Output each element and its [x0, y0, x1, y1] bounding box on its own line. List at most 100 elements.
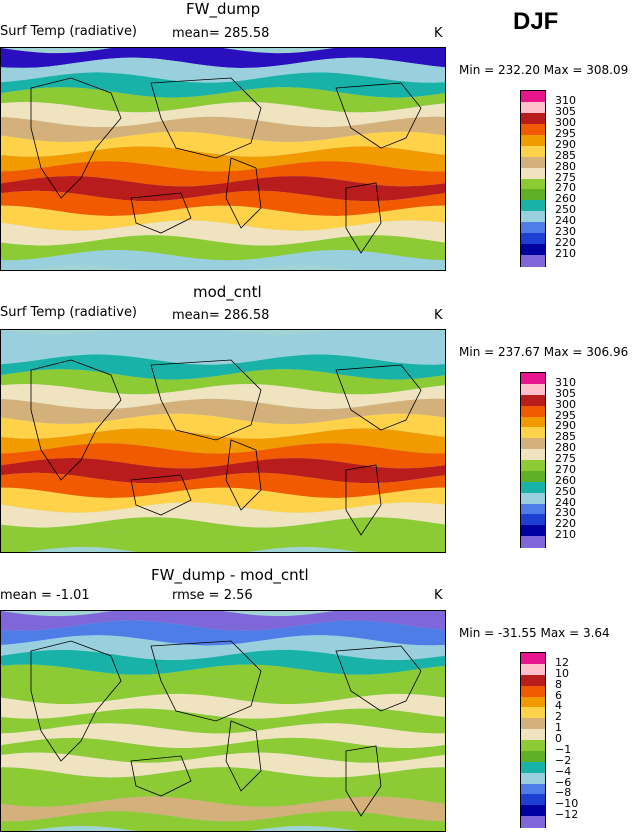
panel-1-variable-label: Surf Temp (radiative) [0, 24, 138, 39]
colorbar-segment [521, 653, 545, 665]
panel-3-colorbar [520, 652, 546, 828]
colorbar-segment [521, 134, 545, 147]
colorbar-tick-label: −12 [555, 808, 579, 822]
colorbar-tick-label: −1 [555, 742, 572, 756]
contour-band [1, 620, 445, 646]
colorbar-segment [521, 427, 545, 439]
colorbar-segment [521, 816, 545, 828]
colorbar-segment [521, 514, 545, 526]
colorbar-tick-label: 290 [555, 137, 576, 151]
colorbar-segment [521, 460, 545, 472]
colorbar-segment [521, 449, 545, 461]
panel-3-title: FW_dump - mod_cntl [151, 566, 309, 584]
colorbar-segment [521, 416, 545, 428]
contour-band [1, 116, 445, 142]
contour-band [1, 176, 445, 202]
contour-band [1, 664, 445, 690]
colorbar-segment [521, 394, 545, 407]
panel-3-contour-field [1, 611, 445, 831]
colorbar-tick-label: 270 [555, 181, 576, 195]
contour-band [1, 752, 445, 778]
colorbar-segment [521, 200, 545, 212]
panel-2-variable-label: Surf Temp (radiative) [0, 305, 138, 320]
colorbar-tick-label: 250 [555, 484, 576, 498]
colorbar-segment [521, 383, 545, 396]
colorbar-tick-label: 290 [555, 419, 576, 433]
panel-2-contour-field [1, 330, 445, 552]
colorbar-segment [521, 178, 545, 190]
colorbar-tick-label: 260 [555, 192, 576, 206]
colorbar-tick-label: 280 [555, 159, 576, 173]
colorbar-tick-label: 210 [555, 528, 576, 542]
panel-2-title: mod_cntl [193, 283, 262, 301]
colorbar-segment [521, 707, 545, 719]
contour-band [1, 502, 445, 528]
panel-1-map [0, 47, 446, 271]
contour-band [1, 146, 445, 172]
colorbar-segment [521, 123, 545, 136]
contour-band [1, 458, 445, 484]
contour-band [1, 220, 445, 246]
coastline [30, 640, 122, 762]
colorbar-tick-label: 295 [555, 408, 576, 422]
colorbar-tick-label: 2 [555, 710, 562, 724]
colorbar-segment [521, 772, 545, 784]
coastline [30, 77, 122, 199]
colorbar-segment [521, 674, 545, 687]
colorbar-segment [521, 222, 545, 234]
coastline [345, 464, 382, 536]
panel-2-units: K [434, 308, 443, 323]
contour-band [1, 428, 445, 454]
colorbar-tick-label: 210 [555, 247, 576, 261]
colorbar-segment [521, 91, 545, 103]
season-label: DJF [513, 8, 559, 35]
colorbar-tick-label: 220 [555, 236, 576, 250]
contour-band [1, 205, 445, 231]
colorbar-tick-label: −2 [555, 753, 572, 767]
colorbar-segment [521, 503, 545, 515]
contour-band [1, 57, 445, 83]
colorbar-segment [521, 481, 545, 494]
contour-band [1, 384, 445, 410]
colorbar-tick-label: 230 [555, 506, 576, 520]
contour-band [1, 517, 445, 543]
contour-band [1, 781, 445, 807]
colorbar-segment [521, 761, 545, 774]
contour-band [1, 250, 445, 270]
colorbar-tick-label: 220 [555, 517, 576, 531]
contour-band [1, 413, 445, 439]
contour-band [1, 737, 445, 763]
contour-band [1, 131, 445, 157]
colorbar-tick-label: 240 [555, 495, 576, 509]
colorbar-segment [521, 750, 545, 763]
contour-band [1, 487, 445, 513]
colorbar-tick-label: 6 [555, 688, 562, 702]
colorbar-segment [521, 112, 545, 125]
colorbar-tick-label: 310 [555, 93, 576, 107]
colorbar-segment [521, 189, 545, 201]
coastline [345, 182, 382, 254]
colorbar-segment [521, 729, 545, 741]
colorbar-tick-label: 305 [555, 386, 576, 400]
colorbar-tick-label: −8 [555, 786, 572, 800]
colorbar-segment [521, 470, 545, 483]
colorbar-tick-label: −4 [555, 764, 572, 778]
coastline [345, 745, 382, 817]
colorbar-tick-label: 230 [555, 225, 576, 239]
contour-band [1, 811, 445, 831]
panel-3-mean-label: mean = -1.01 [0, 588, 90, 603]
colorbar-tick-label: 250 [555, 203, 576, 217]
colorbar-tick-label: 275 [555, 170, 576, 184]
colorbar-tick-label: 270 [555, 462, 576, 476]
coastline [225, 720, 262, 792]
colorbar-segment [521, 783, 545, 795]
colorbar-segment [521, 233, 545, 245]
colorbar-segment [521, 740, 545, 752]
colorbar-tick-label: 12 [555, 655, 569, 669]
coastline [130, 755, 192, 797]
colorbar-segment [521, 373, 545, 385]
colorbar-tick-label: 240 [555, 214, 576, 228]
colorbar-segment [521, 438, 545, 450]
panel-1-title: FW_dump [186, 0, 261, 18]
colorbar-tick-label: 285 [555, 148, 576, 162]
